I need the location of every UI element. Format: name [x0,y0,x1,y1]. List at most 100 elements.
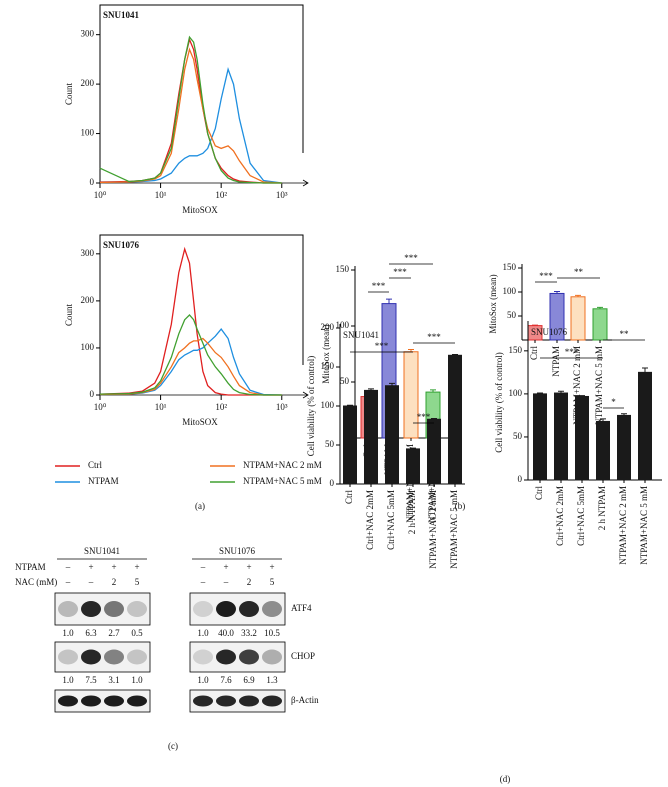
y-axis-label: Count [64,304,74,327]
blot-band [127,649,147,665]
blot-band [104,695,124,707]
band-quantification: 1.0 [62,675,74,685]
significance-label: ** [574,267,584,277]
blot-band [104,601,124,617]
protein-label: CHOP [291,651,315,661]
blot-image [189,641,286,673]
x-tick-label: 10² [215,402,227,412]
chart-title: SNU1076 [531,327,568,337]
legend-label: NTPAM [88,476,119,486]
y-tick-label: 100 [503,286,517,296]
y-tick-label: 0 [90,177,95,187]
y-tick-label: 0 [518,474,523,484]
band-quantification: 6.9 [243,675,255,685]
x-tick-label: NTPAM+NAC 5 mM [639,486,649,565]
blot-band [58,649,78,665]
protein-label: β-Actin [291,695,319,705]
band-quantification: 1.0 [197,675,209,685]
x-tick-label: Ctrl+NAC 5mM [386,490,396,550]
x-tick-label: Ctrl+NAC 2mM [555,486,565,546]
band-quantification: 1.3 [266,675,278,685]
y-tick-label: 0 [330,478,335,488]
cell-line-label: SNU1041 [84,546,120,556]
treatment-mark: + [134,562,139,572]
x-tick-label: NTPAM+NAC 2 mM [618,486,628,565]
y-axis-label: Count [64,83,74,106]
y-tick-label: 150 [336,264,350,274]
bar [403,351,419,439]
y-tick-label: 100 [81,342,95,352]
treatment-mark: + [88,562,93,572]
error-bar [386,298,392,304]
blot-band [127,695,147,707]
bar [533,393,547,481]
blot-image [189,592,286,626]
x-tick-label: 10⁰ [94,190,107,200]
x-tick-label: 2 h NTPAM [407,490,417,534]
significance-label: *** [417,412,431,422]
y-tick-label: 50 [513,431,523,441]
y-tick-label: 150 [321,361,335,371]
treatment-mark: 5 [135,577,140,587]
x-tick-label: Ctrl+NAC 2mM [365,490,375,550]
treatment-mark: – [223,577,229,587]
y-tick-label: 200 [81,78,95,88]
significance-label: *** [427,332,441,342]
histogram-line [99,35,282,184]
panel-label: (a) [195,501,205,511]
histogram-line [99,337,282,396]
histogram-line [99,37,282,184]
x-axis-label: MitoSOX [182,205,218,215]
blot-band [262,695,282,707]
blot-band [58,601,78,617]
protein-label: ATF4 [291,603,312,613]
x-tick-label: 10² [215,190,227,200]
x-tick-label: 10⁰ [94,402,107,412]
treatment-mark: – [65,577,71,587]
band-quantification: 1.0 [131,675,143,685]
cell-line-label: SNU1076 [219,546,256,556]
bar [638,371,652,481]
significance-label: *** [539,271,553,281]
y-tick-label: 100 [509,388,523,398]
treatment-mark: + [269,562,274,572]
blot-band [104,649,124,665]
panel-label: (d) [500,774,511,784]
bar [617,414,631,481]
treatment-mark: – [88,577,94,587]
panel-label: (c) [168,741,178,751]
bar [575,395,589,481]
treatment-mark: + [223,562,228,572]
chart-title: SNU1041 [103,10,140,20]
chart-title: SNU1041 [343,330,379,340]
blot-image [189,689,286,713]
blot-band [58,695,78,707]
treatment-label: NAC (mM) [15,577,57,587]
legend-label: NTPAM+NAC 5 mM [243,476,322,486]
bar [364,389,378,485]
chart-title: SNU1076 [103,240,140,250]
legend-label: Ctrl [88,460,103,470]
band-quantification: 7.6 [220,675,232,685]
y-axis-label: MitoSox (mean) [321,324,331,383]
y-tick-label: 50 [507,310,517,320]
y-axis-label: Cell viability (% of control) [306,356,316,456]
blot-band [127,601,147,617]
x-tick-label: NTPAM+NAC 2 mM [572,346,582,425]
bar [385,385,399,485]
x-tick-label: Ctrl [534,486,544,501]
blot-band [216,649,236,665]
panel-label: (b) [455,501,466,511]
treatment-label: NTPAM [15,562,46,572]
x-tick-label: 10¹ [155,190,167,200]
y-tick-label: 150 [503,262,517,272]
histogram-line [99,47,282,184]
x-tick-label: NTPAM+NAC 5 mM [594,346,604,425]
blot-band [81,695,101,707]
y-tick-label: 300 [81,29,95,39]
blot-band [239,601,259,617]
bar [427,418,441,485]
blot-band [262,649,282,665]
blot-image [54,641,151,673]
band-quantification: 1.0 [197,628,209,638]
